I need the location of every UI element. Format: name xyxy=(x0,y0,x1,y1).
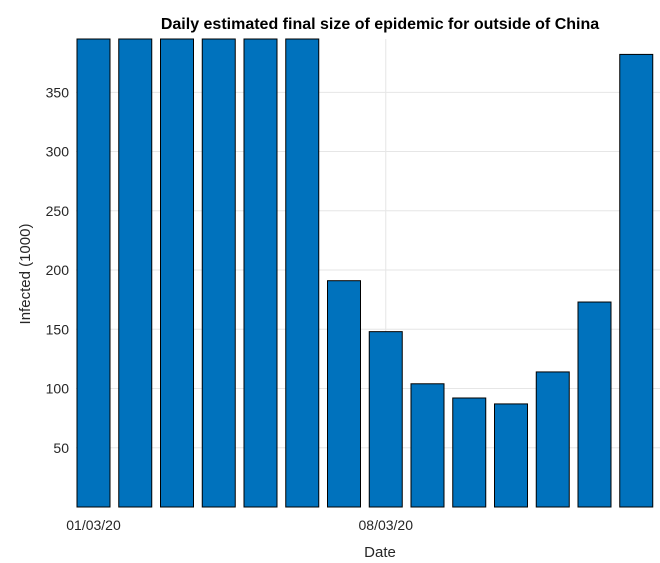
y-tick-label: 200 xyxy=(46,262,70,278)
y-tick-label: 150 xyxy=(46,321,70,337)
bar xyxy=(201,38,236,508)
x-tick-label: 08/03/20 xyxy=(359,517,414,533)
chart-title: Daily estimated final size of epidemic f… xyxy=(161,16,599,33)
bar xyxy=(494,403,528,508)
y-tick-label: 50 xyxy=(53,440,69,456)
y-tick-label: 300 xyxy=(46,144,70,160)
x-tick-labels: 01/03/20 08/03/20 xyxy=(66,517,413,533)
bar xyxy=(619,53,654,508)
bars xyxy=(76,38,654,508)
bar xyxy=(327,280,361,508)
x-axis-label: Date xyxy=(364,544,396,561)
y-tick-label: 350 xyxy=(46,84,70,100)
bar xyxy=(160,38,194,508)
bar xyxy=(410,383,445,508)
bar xyxy=(368,331,403,508)
bar xyxy=(243,38,278,508)
bar xyxy=(285,38,320,508)
x-tick-label: 01/03/20 xyxy=(66,517,121,533)
bar xyxy=(76,38,111,508)
bar xyxy=(577,301,612,508)
y-tick-labels: 50 100 150 200 250 300 350 xyxy=(46,84,70,455)
bar xyxy=(535,371,570,508)
y-axis-label: Infected (1000) xyxy=(17,224,34,325)
bar xyxy=(118,38,153,508)
bar xyxy=(452,397,487,508)
y-tick-label: 100 xyxy=(46,381,70,397)
y-tick-label: 250 xyxy=(46,203,70,219)
